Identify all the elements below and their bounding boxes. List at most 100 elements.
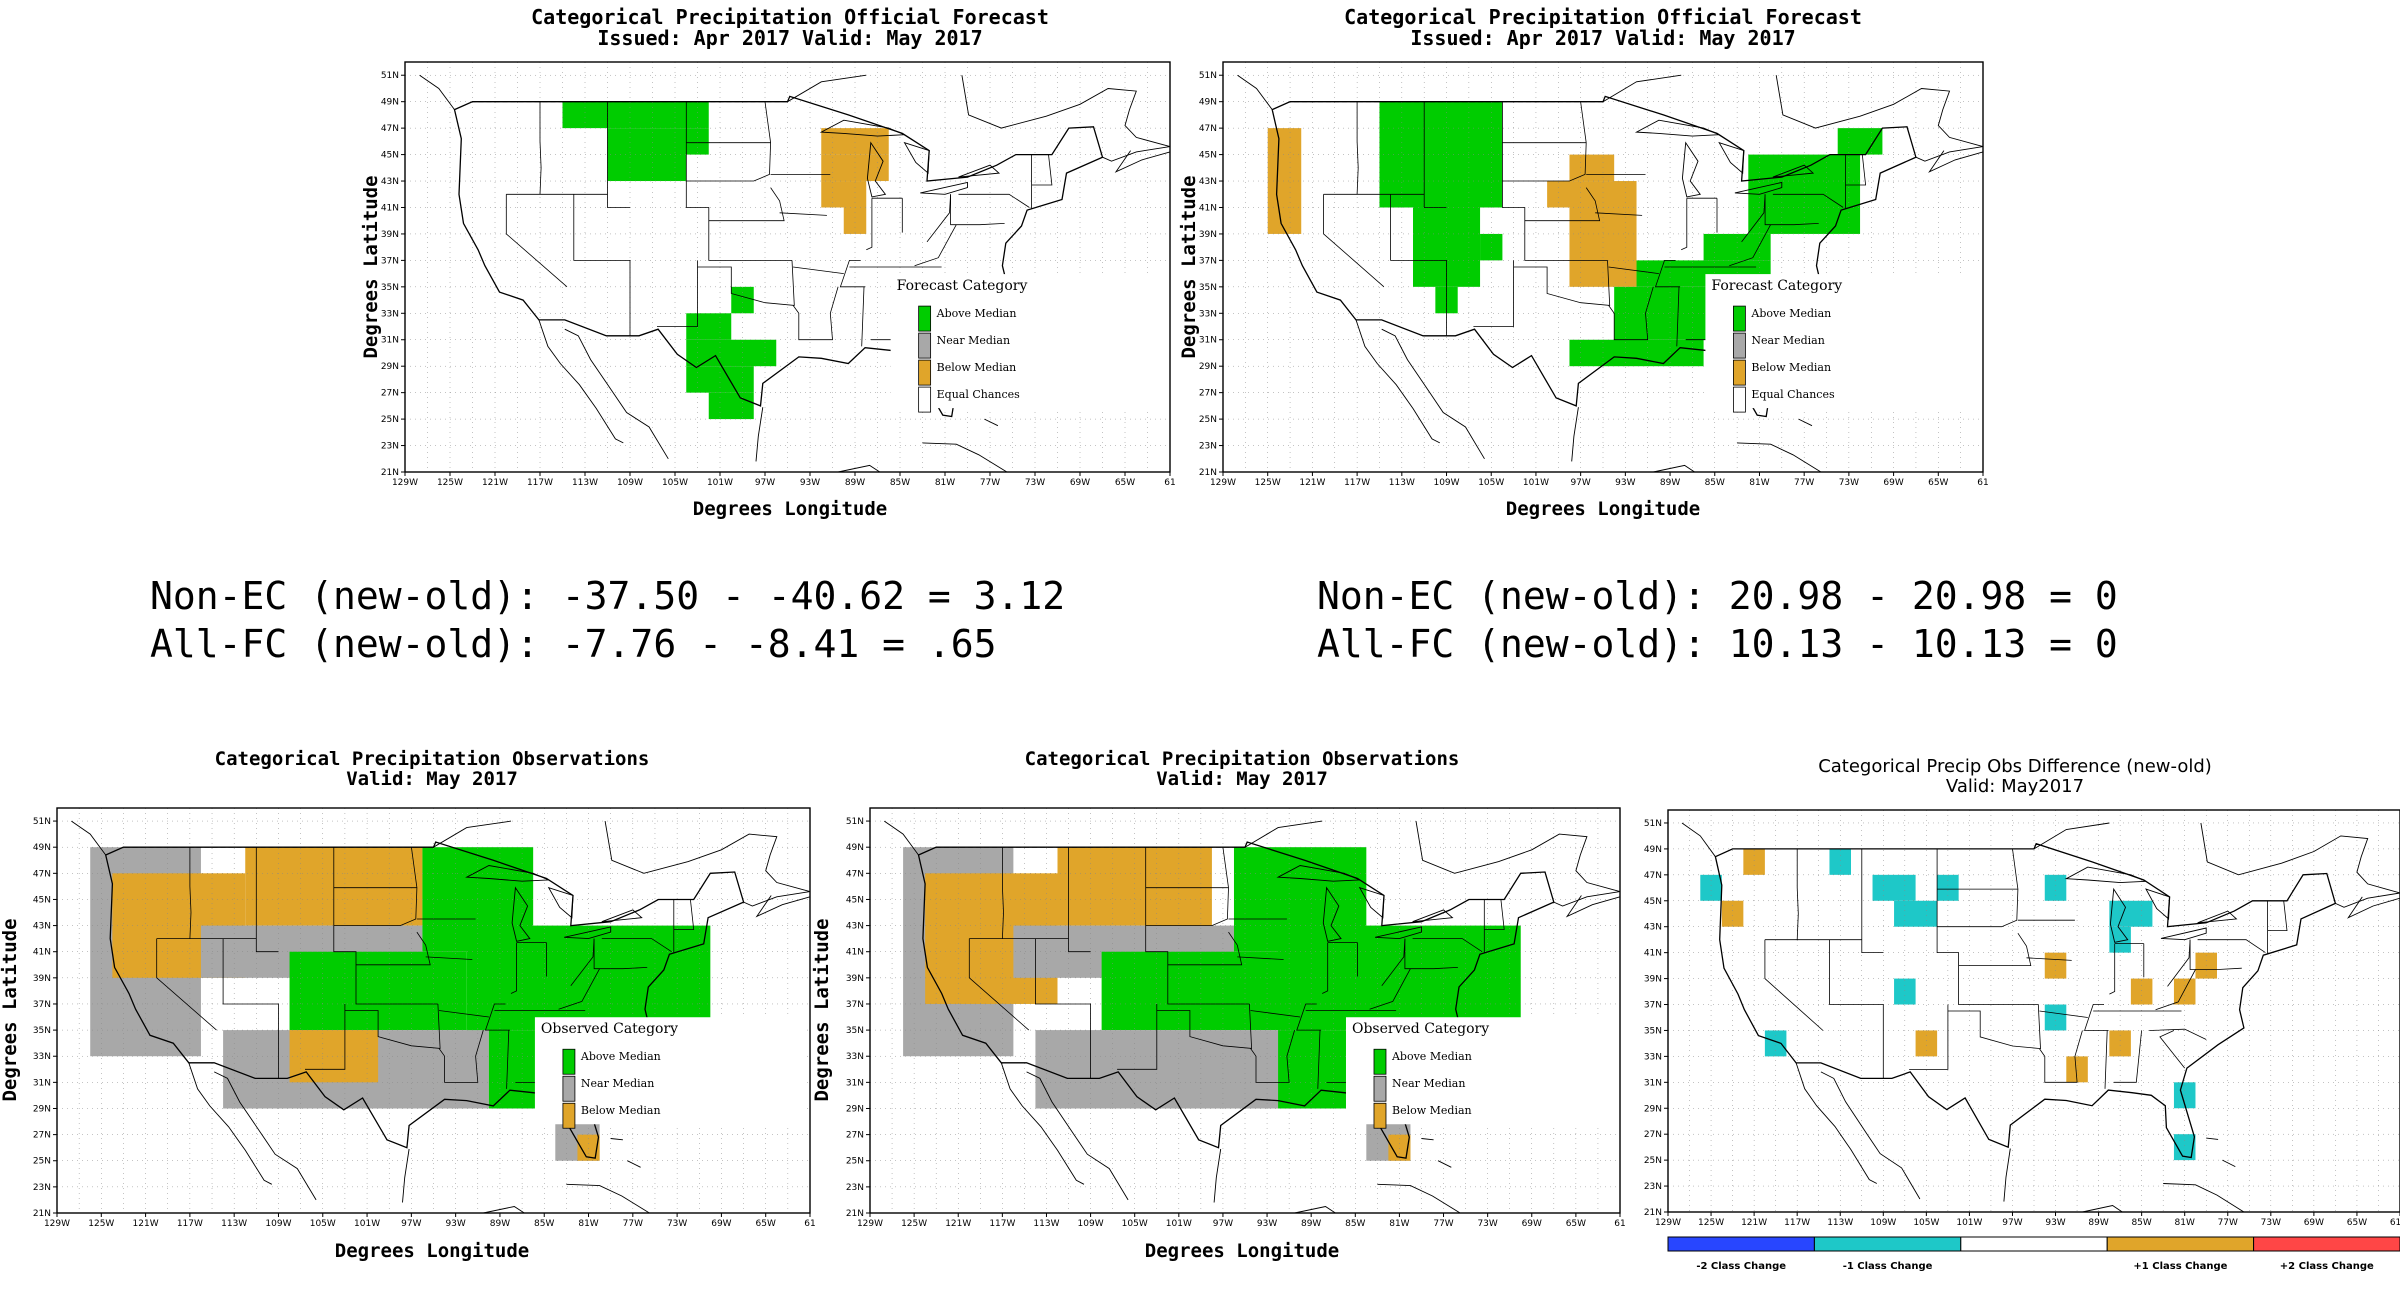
y-tick-label: 45N: [33, 895, 51, 905]
x-tick-label: 61W: [2390, 1218, 2400, 1228]
grid-cell: [1872, 874, 1916, 901]
y-tick-label: 41N: [1199, 203, 1217, 213]
y-tick-label: 51N: [1644, 819, 1662, 829]
legend-label: Below Median: [937, 361, 1017, 374]
state-border: [1936, 848, 2039, 1005]
coastline: [1602, 74, 1682, 103]
state-border: [1502, 101, 1587, 182]
colorbar-segment: [2253, 1236, 2400, 1252]
state-border: [685, 101, 792, 261]
coastline: [433, 820, 512, 848]
y-tick-label: 41N: [33, 948, 51, 958]
state-border: [2113, 1030, 2142, 1083]
colorbar-segment: [1813, 1236, 1962, 1252]
legend-label: Equal Chances: [937, 388, 1021, 401]
grid-cell: [1700, 874, 1722, 901]
great-lake: [903, 141, 930, 175]
grid-cell: [562, 101, 709, 129]
y-tick-label: 51N: [1199, 71, 1217, 81]
y-tick-label: 33N: [1644, 1052, 1662, 1062]
legend-swatch: [918, 332, 932, 359]
state-border: [1369, 968, 1411, 1010]
state-border: [506, 1030, 510, 1089]
x-tick-label: 77W: [623, 1219, 643, 1229]
state-border: [1741, 194, 1766, 243]
coastline: [564, 328, 669, 460]
state-border: [1423, 101, 1447, 208]
x-tick-label: 85W: [1345, 1219, 1365, 1229]
coastline: [1565, 895, 1621, 918]
grid-cell: [1837, 128, 1883, 155]
state-border: [779, 212, 827, 216]
x-tick-label: 65W: [2347, 1218, 2367, 1228]
y-tick-label: 27N: [846, 1131, 864, 1141]
x-tick-label: 117W: [177, 1219, 203, 1229]
legend-title: Forecast Category: [1711, 278, 1842, 294]
x-tick-label: 61: [1614, 1219, 1625, 1229]
great-lake: [1718, 141, 1745, 175]
y-tick-label: 21N: [381, 468, 399, 478]
state-border: [593, 938, 648, 970]
x-tick-label: 121W: [482, 478, 508, 488]
x-tick-label: 129W: [857, 1219, 883, 1229]
state-border: [2026, 957, 2072, 961]
state-border: [425, 956, 473, 960]
y-tick-label: 33N: [33, 1052, 51, 1062]
plot-frame: [56, 807, 811, 1214]
coastline: [1000, 1062, 1085, 1185]
coastline: [2347, 896, 2400, 919]
state-border: [2197, 939, 2266, 953]
y-tick-label: 39N: [33, 974, 51, 984]
y-tick-label: 47N: [846, 869, 864, 879]
y-tick-label: 43N: [1644, 923, 1662, 933]
legend-swatch: [1373, 1048, 1387, 1075]
plot-area: 129W 125W 121W 117W 113W 109W 105W 101W 97W 93W 89…: [33, 807, 816, 1229]
great-lake: [1412, 909, 1454, 923]
x-tick-label: 105W: [310, 1219, 336, 1229]
coastline: [755, 895, 811, 918]
state-border: [607, 101, 630, 208]
coastline: [2200, 822, 2400, 908]
grid-cell: [1379, 101, 1503, 208]
grid-cell: [2173, 978, 2196, 1005]
x-tick-label: 93W: [2045, 1218, 2065, 1228]
state-border: [1958, 932, 2032, 966]
y-tick-label: 51N: [846, 817, 864, 827]
y-tick-label: 23N: [33, 1183, 51, 1193]
legend-swatch: [562, 1075, 576, 1102]
state-border: [255, 847, 279, 953]
stats-right-line2: All-FC (new-old): 10.13 - 10.13 = 0: [1317, 622, 2118, 666]
y-tick-label: 33N: [1199, 309, 1217, 319]
great-lake: [1375, 926, 1422, 940]
plot-frame: [1667, 809, 2400, 1213]
state-border: [1381, 938, 1406, 986]
x-tick-label: 105W: [1913, 1218, 1939, 1228]
state-border: [968, 938, 1030, 1031]
state-border: [1608, 286, 1654, 341]
grid-cell: [1937, 874, 1959, 901]
x-tick-label: 65W: [756, 1219, 776, 1229]
x-tick-label: 65W: [1566, 1219, 1586, 1229]
x-tick-label: 73W: [667, 1219, 687, 1229]
great-lake: [1772, 164, 1815, 178]
great-lake: [465, 865, 549, 882]
state-border: [1484, 899, 1505, 930]
state-border: [793, 266, 844, 274]
x-tick-label: 77W: [2218, 1218, 2238, 1228]
y-tick-label: 25N: [1199, 415, 1217, 425]
coastline: [1377, 1183, 1461, 1214]
state-border: [1608, 266, 1659, 274]
y-tick-label: 37N: [1644, 1001, 1662, 1011]
y-tick-label: 21N: [846, 1209, 864, 1219]
x-tick-label: 129W: [1655, 1218, 1681, 1228]
state-border: [1035, 938, 1091, 1079]
state-border: [1829, 939, 1884, 1079]
legend-swatch: [918, 386, 932, 413]
y-tick-label: 23N: [1199, 442, 1217, 452]
great-lake: [2197, 910, 2238, 924]
state-border: [1595, 212, 1643, 216]
state-border: [2039, 1010, 2088, 1018]
chart-title: Categorical Precipitation Official Forec…: [1344, 5, 1862, 29]
coastline: [2003, 1148, 2011, 1202]
state-border: [2155, 969, 2196, 1011]
